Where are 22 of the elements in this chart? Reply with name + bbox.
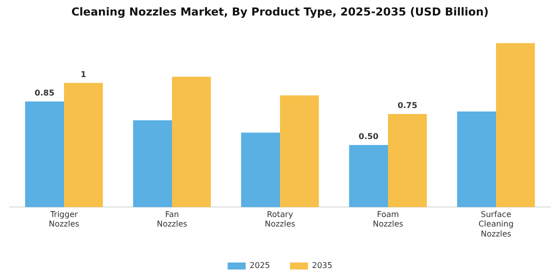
- bar: [64, 82, 103, 208]
- x-tick-label: Rotary Nozzles: [264, 210, 296, 229]
- chart-title: Cleaning Nozzles Market, By Product Type, 2025-2035 (USD Billion): [71, 5, 489, 18]
- x-tick-label: Surface Cleaning Nozzles: [478, 210, 514, 238]
- legend-label: 2035: [312, 261, 332, 270]
- x-tick-label: Foam Nozzles: [372, 210, 404, 229]
- bar: [25, 102, 64, 208]
- data-label: 0.75: [398, 101, 418, 110]
- bar: [388, 114, 427, 208]
- bar: [457, 112, 496, 208]
- bar: [349, 145, 388, 208]
- legend-label: 2025: [250, 261, 270, 270]
- bar: [496, 43, 535, 208]
- data-label: 1: [80, 70, 87, 79]
- x-tick-label: Trigger Nozzles: [48, 210, 80, 229]
- bar: [241, 132, 280, 208]
- bar: [280, 95, 319, 208]
- bar: [172, 76, 211, 208]
- data-label: 0.85: [34, 88, 55, 98]
- data-label: 0.50: [358, 132, 379, 142]
- bar: [133, 120, 172, 208]
- x-tick-label: Fan Nozzles: [156, 210, 188, 229]
